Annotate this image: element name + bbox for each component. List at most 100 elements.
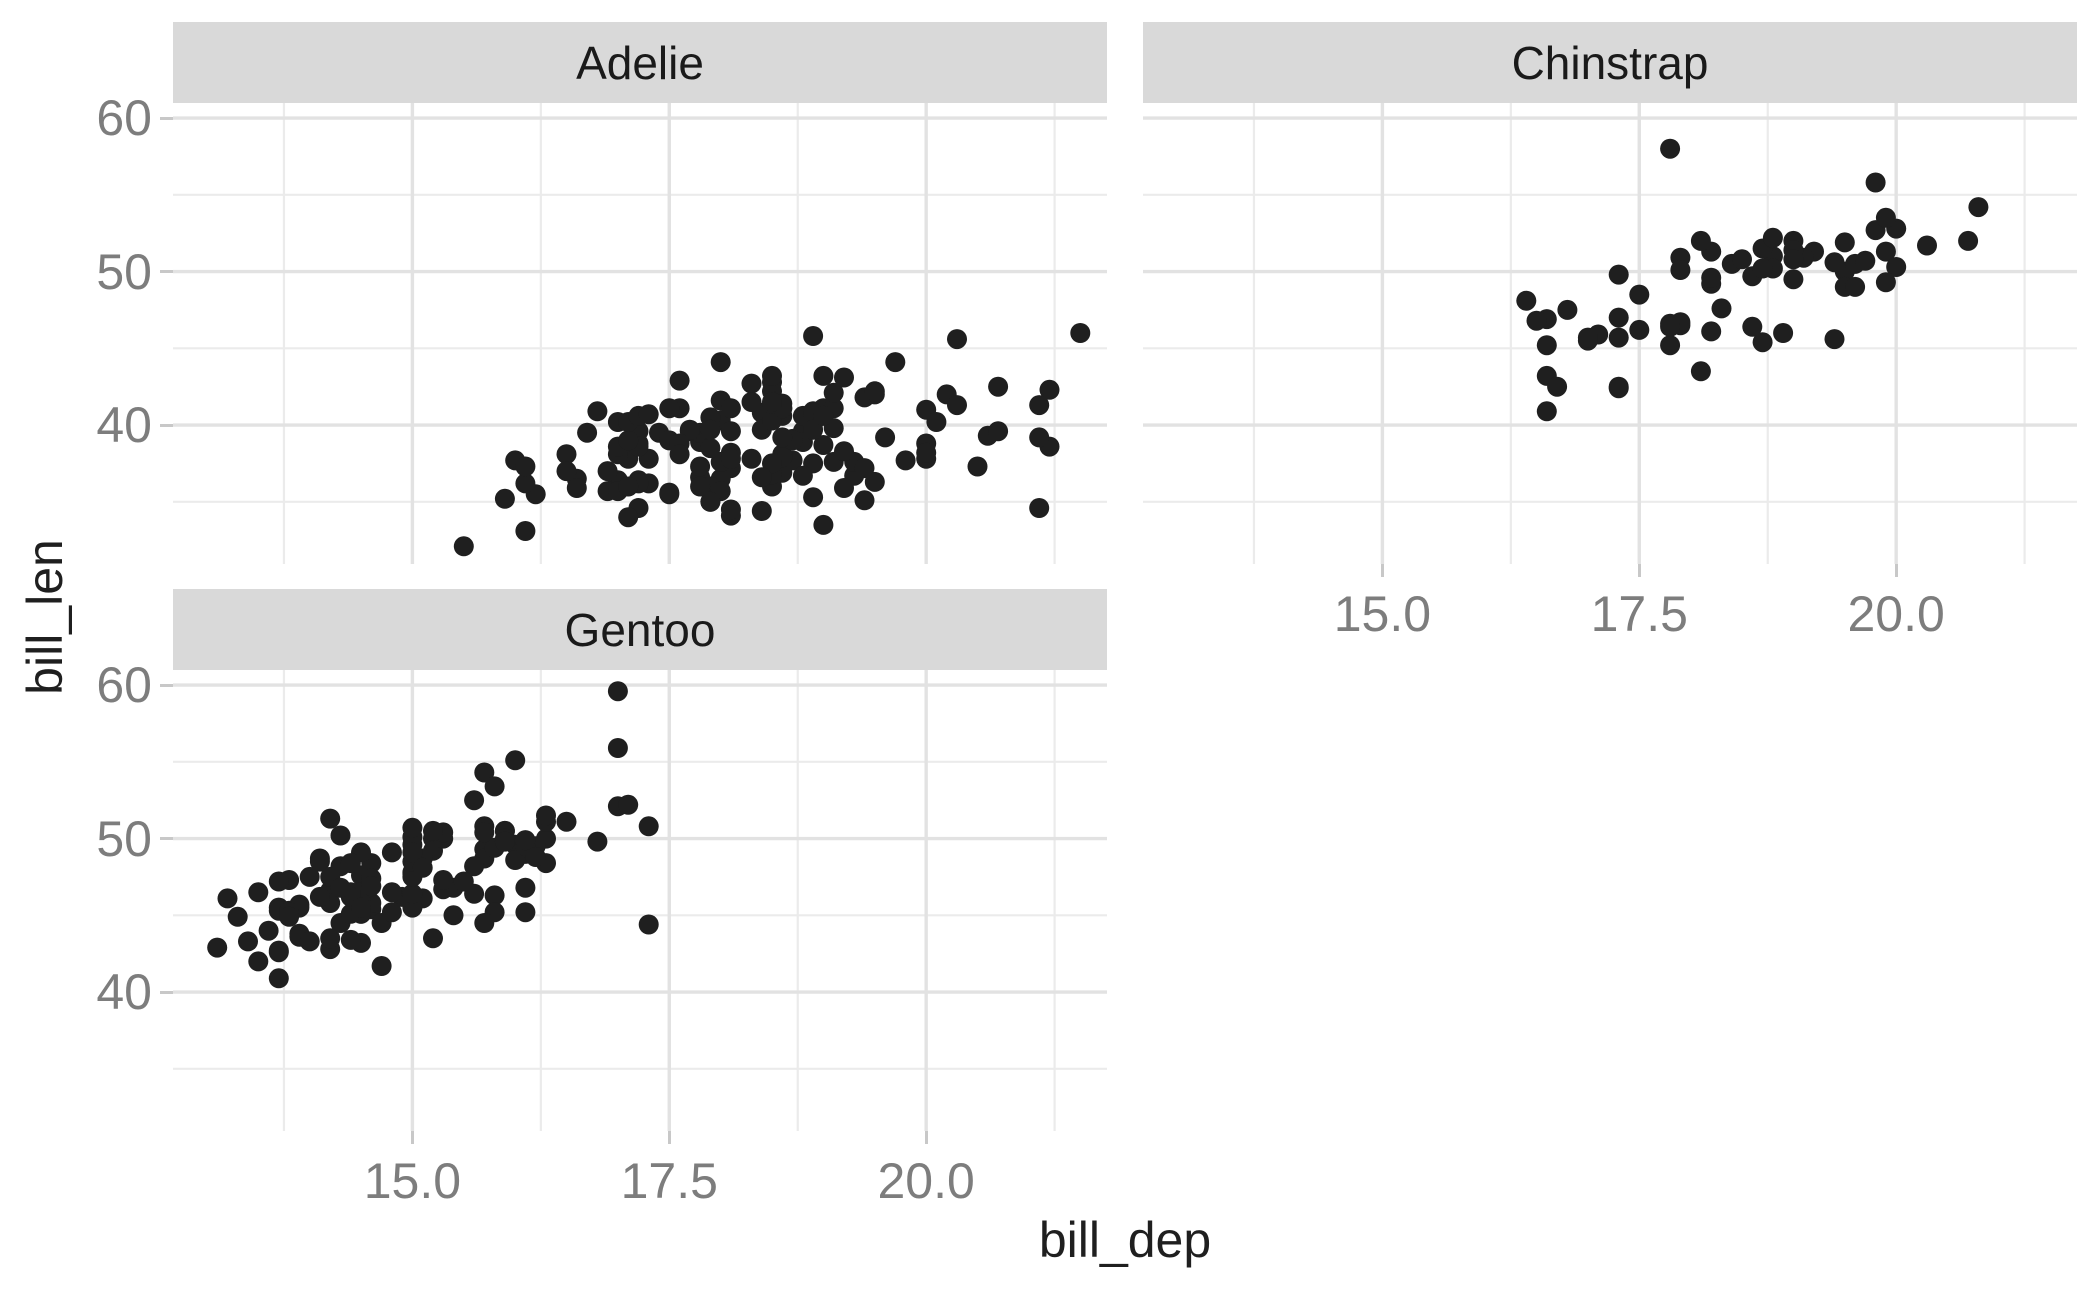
- data-point: [309, 886, 330, 907]
- y-tick-label: 60: [96, 657, 152, 714]
- data-point: [607, 738, 628, 758]
- data-point: [1526, 310, 1547, 331]
- data-point: [1660, 316, 1681, 337]
- data-point: [1783, 269, 1804, 290]
- data-point: [248, 882, 269, 903]
- data-point: [371, 956, 392, 976]
- data-point: [505, 750, 526, 771]
- data-point: [1547, 376, 1568, 397]
- x-tick-mark: [410, 1131, 414, 1144]
- panel-gentoo: [173, 670, 1107, 1131]
- data-point: [1029, 498, 1050, 518]
- data-point: [515, 902, 536, 923]
- data-point: [1752, 332, 1773, 353]
- y-tick-label: 50: [96, 243, 152, 300]
- data-point: [381, 902, 402, 923]
- data-point: [1516, 290, 1537, 311]
- data-point: [803, 487, 824, 508]
- data-point: [1608, 327, 1629, 348]
- data-point: [299, 931, 320, 952]
- data-point: [556, 811, 577, 832]
- data-point: [772, 427, 793, 448]
- data-point: [402, 842, 423, 863]
- data-point: [1732, 249, 1752, 270]
- data-point: [1886, 257, 1907, 277]
- facet-gentoo: Gentoo: [173, 589, 1107, 1131]
- data-point: [926, 412, 947, 432]
- data-point: [618, 507, 639, 528]
- data-point: [1608, 264, 1629, 285]
- data-point: [536, 805, 556, 826]
- facet-strip-label-adelie: Adelie: [576, 36, 704, 89]
- data-point: [875, 427, 896, 448]
- data-point: [1701, 321, 1722, 342]
- data-point: [720, 398, 741, 419]
- data-point: [238, 931, 258, 952]
- data-point: [556, 444, 577, 465]
- data-point: [556, 461, 577, 482]
- data-point: [1070, 323, 1091, 343]
- data-point: [803, 419, 824, 440]
- data-point: [515, 830, 536, 851]
- data-point: [700, 491, 721, 512]
- x-tick-label: 20.0: [877, 1153, 975, 1209]
- y-tick-mark: [160, 837, 173, 841]
- facet-strip-chinstrap: Chinstrap: [1143, 22, 2077, 103]
- data-point: [207, 937, 228, 958]
- data-point: [299, 866, 320, 887]
- data-point: [720, 421, 741, 442]
- data-point: [587, 831, 608, 852]
- data-point: [515, 473, 536, 494]
- data-point: [1752, 258, 1773, 279]
- data-point: [834, 441, 854, 462]
- data-point: [268, 940, 289, 961]
- facet-strip-adelie: Adelie: [173, 22, 1107, 103]
- x-tick-label: 15.0: [363, 1153, 462, 1209]
- data-point: [690, 456, 711, 477]
- facet-chinstrap: Chinstrap: [1143, 22, 2077, 564]
- data-point: [1701, 267, 1722, 288]
- data-point: [659, 398, 680, 419]
- data-point: [659, 482, 680, 503]
- data-point: [474, 762, 495, 783]
- data-point: [895, 450, 916, 471]
- data-point: [494, 488, 515, 509]
- data-point: [710, 352, 731, 373]
- data-point: [381, 882, 402, 903]
- data-point: [361, 876, 382, 897]
- data-point: [813, 405, 834, 426]
- facet-strip-label-chinstrap: Chinstrap: [1511, 36, 1709, 89]
- data-point: [1577, 327, 1598, 348]
- data-point: [1865, 172, 1886, 193]
- data-point: [1629, 284, 1650, 305]
- facet-strip-gentoo: Gentoo: [173, 589, 1107, 670]
- data-point: [700, 438, 721, 459]
- data-point: [474, 913, 495, 933]
- data-point: [947, 329, 967, 350]
- data-point: [741, 373, 762, 394]
- data-point: [741, 392, 762, 412]
- data-point: [515, 456, 536, 477]
- data-point: [248, 951, 269, 972]
- data-point: [309, 851, 330, 872]
- data-point: [474, 822, 495, 843]
- data-point: [638, 914, 659, 935]
- data-point: [1742, 316, 1763, 337]
- y-tick-mark: [160, 116, 173, 120]
- y-tick-mark: [160, 683, 173, 687]
- data-point: [1690, 361, 1711, 382]
- data-point: [484, 776, 505, 797]
- data-point: [1536, 401, 1557, 422]
- data-point: [762, 453, 782, 474]
- data-point: [505, 850, 526, 870]
- data-point: [1608, 376, 1629, 397]
- data-point: [762, 365, 782, 386]
- data-point: [381, 842, 402, 863]
- data-point: [1670, 260, 1691, 280]
- data-point: [834, 367, 854, 388]
- x-tick-label: 17.5: [1590, 586, 1688, 642]
- data-point: [566, 478, 587, 498]
- data-point: [1711, 298, 1732, 319]
- data-point: [1824, 252, 1845, 273]
